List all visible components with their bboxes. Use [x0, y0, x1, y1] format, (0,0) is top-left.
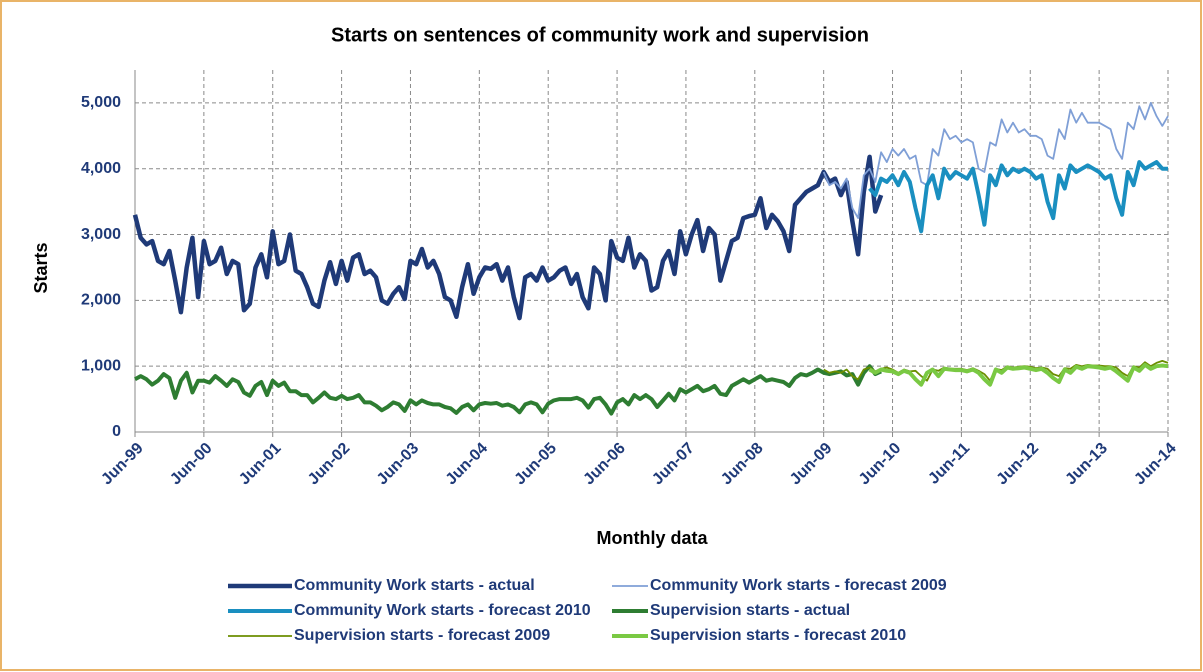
y-tick-label: 5,000: [81, 94, 121, 111]
series-line: [134, 364, 882, 416]
legend-label: Community Work starts - actual: [294, 577, 535, 594]
legend-label: Supervision starts - forecast 2009: [294, 627, 550, 644]
y-axis-title: Starts: [31, 242, 51, 293]
series-line: [132, 154, 884, 321]
series-line: [868, 362, 1169, 387]
legend-label: Community Work starts - forecast 2009: [650, 577, 947, 594]
series-line: [868, 160, 1168, 234]
y-tick-label: 2,000: [81, 292, 121, 309]
legend-label: Supervision starts - forecast 2010: [650, 627, 906, 644]
x-axis-title: Monthly data: [597, 528, 709, 548]
legend-label: Community Work starts - forecast 2010: [294, 602, 591, 619]
y-tick-label: 1,000: [81, 357, 121, 374]
legend-label: Supervision starts - actual: [650, 602, 850, 619]
y-tick-label: 4,000: [81, 160, 121, 177]
y-tick-label: 3,000: [81, 226, 121, 243]
series-line: [822, 102, 1169, 219]
chart-title: Starts on sentences of community work an…: [331, 24, 869, 46]
y-tick-label: 0: [112, 423, 121, 440]
